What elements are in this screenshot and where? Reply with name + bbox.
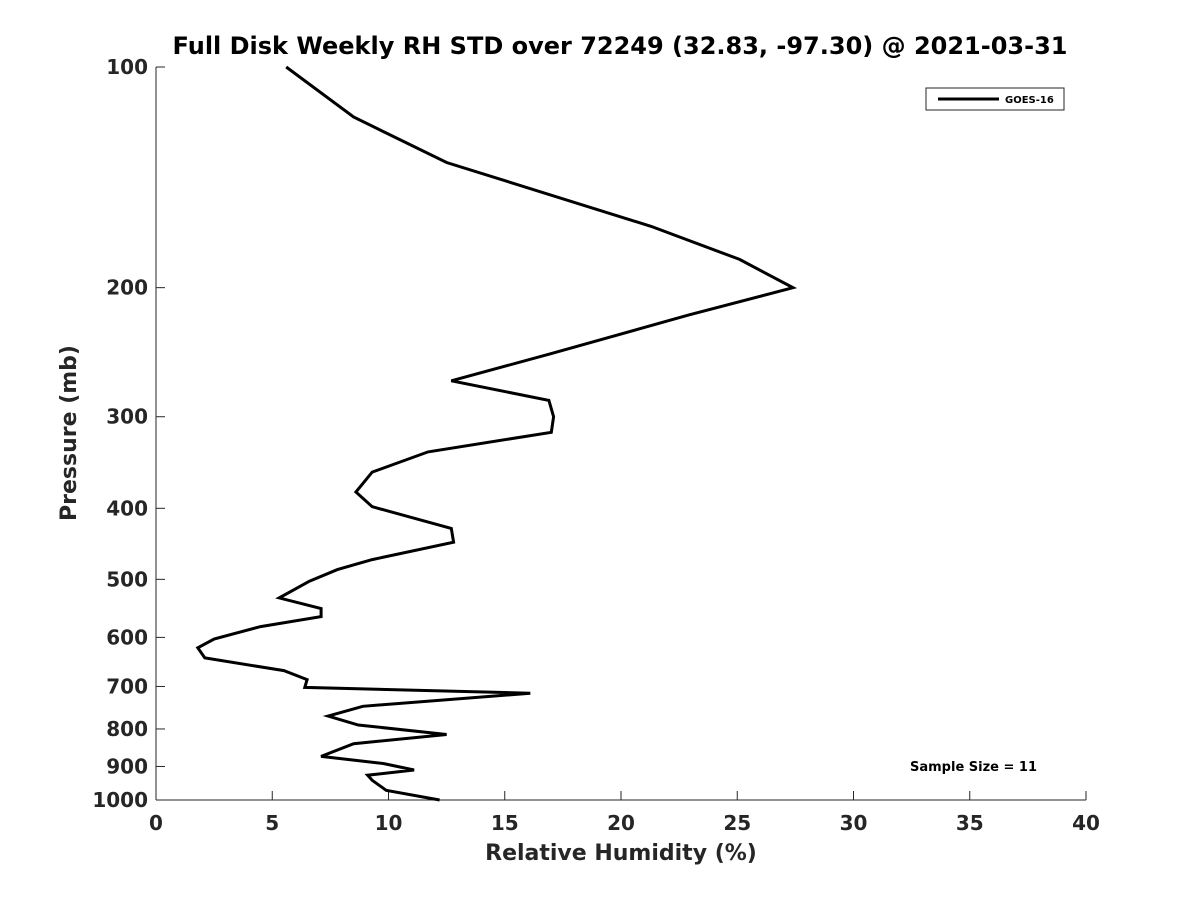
y-tick-label: 900 (106, 754, 148, 778)
sample-size-annotation: Sample Size = 11 (910, 760, 1037, 775)
x-tick-label: 15 (491, 811, 519, 835)
y-axis-label: Pressure (mb) (57, 345, 82, 521)
y-tick-label: 800 (106, 717, 148, 741)
y-tick-label: 100 (106, 55, 148, 79)
x-tick-label: 25 (723, 811, 751, 835)
x-tick-label: 10 (375, 811, 403, 835)
x-tick-label: 5 (265, 811, 279, 835)
y-tick-label: 600 (106, 625, 148, 649)
y-tick-label: 700 (106, 674, 148, 698)
chart-title: Full Disk Weekly RH STD over 72249 (32.8… (173, 32, 1068, 60)
series-line-goes-16 (195, 65, 798, 802)
x-tick-label: 20 (607, 811, 635, 835)
x-tick-label: 35 (956, 811, 984, 835)
legend: GOES-16 (925, 87, 1065, 111)
x-axis-label: Relative Humidity (%) (485, 841, 757, 866)
y-tick-label: 300 (106, 405, 148, 429)
y-tick-label: 200 (106, 276, 148, 300)
y-ticks: 100 200 300 400 500 600 700 800 900 1000 (92, 55, 165, 812)
series-layer (195, 65, 798, 802)
y-tick-label: 1000 (92, 788, 148, 812)
plot-axes (155, 67, 1086, 801)
x-tick-label: 30 (840, 811, 868, 835)
x-tick-label: 40 (1072, 811, 1100, 835)
y-tick-label: 400 (106, 496, 148, 520)
y-tick-label: 500 (106, 567, 148, 591)
x-ticks: 0 5 10 15 20 25 30 35 40 (149, 791, 1100, 835)
x-tick-label: 0 (149, 811, 163, 835)
legend-label: GOES-16 (1005, 95, 1054, 106)
